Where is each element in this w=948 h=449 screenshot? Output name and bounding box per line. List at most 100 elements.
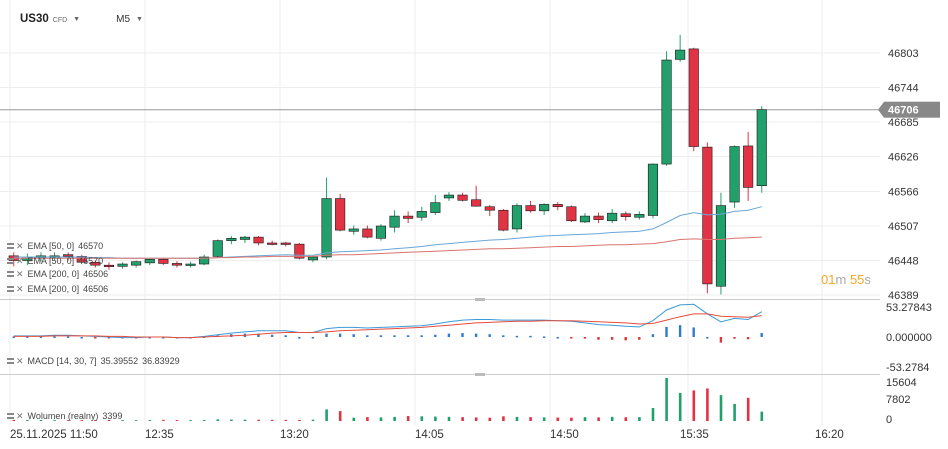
pane-resize-handle [475, 298, 485, 301]
candle-body [525, 205, 536, 212]
volume-layer [12, 378, 764, 421]
candle [661, 51, 672, 166]
macd-histogram-bar [570, 337, 573, 339]
close-icon[interactable]: ✕ [16, 410, 24, 421]
candle [76, 254, 87, 264]
volume-bar [298, 419, 301, 421]
candle [566, 205, 577, 222]
candle-body [593, 215, 604, 220]
settings-icon[interactable] [7, 258, 14, 264]
indicator-name: EMA [200, 0] [27, 284, 80, 294]
volume-bar [284, 419, 288, 421]
close-icon[interactable]: ✕ [16, 255, 24, 266]
volume-bar [597, 417, 600, 421]
volume-bar [202, 419, 206, 421]
candle [185, 261, 196, 268]
macd-histogram-bar [393, 335, 396, 337]
candle [634, 211, 645, 220]
macd-line [13, 303, 763, 339]
candle [715, 192, 727, 295]
timeframe-dropdown-icon[interactable]: ▼ [136, 15, 143, 23]
candle-body [144, 259, 155, 264]
macd-histogram-bar [447, 333, 451, 337]
price-tick-label: 46389 [888, 290, 919, 302]
price-tick-label: 46803 [888, 48, 919, 60]
macd-histogram-bar [420, 335, 423, 337]
candle-body [688, 48, 699, 147]
volume-bar [230, 419, 233, 421]
volume-bar [379, 417, 383, 421]
macd-histogram-bar [624, 337, 627, 341]
indicator-ema-200-b: ✕ EMA [200, 0] 46506 [7, 284, 108, 294]
volume-bar [706, 388, 709, 421]
candle-body [566, 206, 577, 222]
indicator-macd: ✕ MACD [14, 30, 7] 35.39552 36.83929 [7, 356, 180, 366]
candle-body [484, 206, 495, 211]
macd-tick-label: 53.27843 [886, 302, 932, 314]
volume-bar [338, 411, 342, 421]
macd-histogram-bar [610, 337, 614, 340]
macd-histogram-bar [12, 336, 15, 338]
symbol-dropdown-icon[interactable]: ▼ [73, 15, 81, 23]
settings-icon[interactable] [7, 286, 14, 292]
candle [552, 202, 563, 211]
price-tick-label: 46685 [888, 117, 919, 129]
settings-icon[interactable] [7, 271, 14, 277]
candle-body [620, 213, 631, 217]
current-price-label: 46706 [888, 105, 919, 117]
close-icon[interactable]: ✕ [16, 268, 24, 279]
candle [675, 34, 686, 62]
macd-histogram-bar [529, 335, 532, 338]
indicator-name: EMA [50, 0] [27, 256, 75, 266]
candle [416, 206, 427, 221]
candle [90, 260, 101, 268]
volume-bar [80, 420, 84, 421]
close-icon[interactable]: ✕ [16, 283, 24, 294]
settings-icon[interactable] [7, 358, 14, 364]
volume-bar [243, 419, 247, 421]
macd-histogram-bar [515, 335, 519, 338]
countdown-seconds: 55 [849, 272, 865, 287]
countdown-minutes: 01 [821, 272, 836, 287]
close-icon[interactable]: ✕ [16, 240, 24, 251]
axis-labels: 46803 46744 46685 46626 46566 46507 46448 46389… [10, 48, 940, 441]
volume-bar [162, 419, 165, 421]
candle [443, 192, 455, 201]
macd-histogram-bar [678, 325, 682, 337]
price-tick-label: 46626 [888, 151, 919, 163]
volume-bar [148, 420, 152, 421]
close-icon[interactable]: ✕ [16, 355, 24, 366]
volume-bar [121, 420, 124, 421]
candle-body [226, 237, 237, 241]
settings-icon[interactable] [7, 413, 14, 419]
volume-bar [692, 390, 696, 421]
macd-histogram-bar [461, 333, 464, 337]
settings-icon[interactable] [7, 243, 14, 249]
indicator-name: Wolumen (realny) [27, 411, 99, 421]
volume-bar [257, 419, 260, 421]
volume-bar [719, 395, 723, 421]
volume-bar [12, 419, 16, 421]
time-tick-label: 14:05 [415, 429, 444, 441]
candle-body [457, 194, 468, 201]
volume-bar [678, 392, 682, 421]
symbol-name[interactable]: US30 [20, 13, 49, 25]
volume-tick-label: 7802 [886, 394, 910, 406]
macd-tick-label: -53.2784 [886, 362, 929, 374]
macd-histogram-bar [733, 337, 736, 339]
volume-bar [366, 417, 369, 421]
volume-bar [488, 417, 492, 421]
candle-body [715, 205, 727, 287]
volume-bar [26, 420, 29, 421]
candle-body [416, 211, 427, 218]
macd-signal-line [13, 313, 762, 339]
timeframe-select[interactable]: M5 [116, 13, 131, 25]
candle [647, 163, 659, 219]
volume-bar [529, 417, 532, 421]
candle-body [430, 202, 441, 213]
indicator-name: EMA [200, 0] [27, 269, 80, 279]
candle-body [403, 215, 414, 219]
volume-bar [583, 417, 587, 421]
candle [471, 185, 482, 207]
